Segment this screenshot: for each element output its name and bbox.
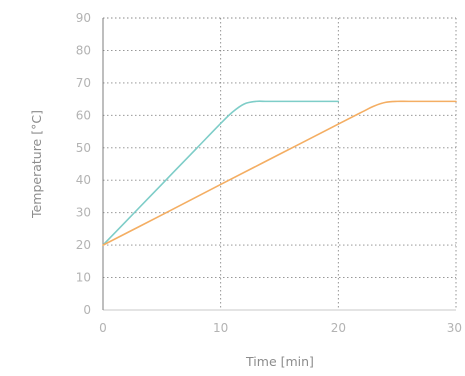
y-tick-label: 50 [76, 141, 91, 155]
tick-labels: 0 10 20 30 40 50 60 70 80 90 0 10 20 30 [76, 11, 462, 335]
x-tick-label: 20 [331, 321, 346, 335]
series-line-orange [102, 100, 457, 246]
y-tick-label: 90 [76, 11, 91, 25]
series-layer [102, 100, 457, 246]
y-tick-label: 70 [76, 76, 91, 90]
y-axis-title: Temperature [°C] [29, 110, 44, 219]
series-line-teal [102, 100, 340, 246]
y-tick-label: 80 [76, 43, 91, 57]
y-tick-label: 60 [76, 108, 91, 122]
y-tick-label: 10 [76, 271, 91, 285]
x-axis-title: Time [min] [245, 354, 314, 369]
grid-lines [102, 17, 457, 311]
x-tick-label: 30 [447, 321, 462, 335]
y-tick-label: 30 [76, 206, 91, 220]
y-tick-label: 40 [76, 173, 91, 187]
x-tick-label: 10 [213, 321, 228, 335]
x-tick-label: 0 [99, 321, 107, 335]
y-tick-label: 0 [83, 303, 91, 317]
y-tick-label: 20 [76, 238, 91, 252]
